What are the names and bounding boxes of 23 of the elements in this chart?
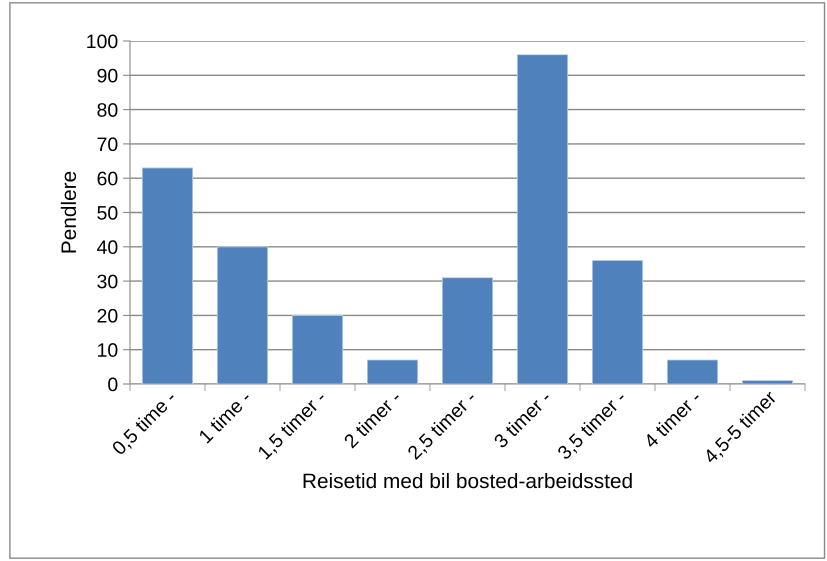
y-tick-label: 90 (97, 68, 118, 83)
y-tick-label: 0 (108, 377, 118, 392)
y-tick-label: 40 (97, 240, 118, 254)
y-tick-label: 70 (98, 137, 118, 152)
bar (366, 360, 418, 384)
y-tick-label: 80 (97, 103, 118, 117)
y-tick-label: 10 (98, 343, 118, 357)
y-tick-label: 20 (98, 308, 118, 323)
bar (516, 54, 568, 384)
y-tick-label: 60 (98, 172, 118, 186)
bar (666, 360, 718, 384)
x-axis-title: Reisetid med bil bosted-arbeidssted (304, 472, 632, 488)
bar (442, 277, 494, 384)
y-tick-label: 50 (97, 206, 118, 220)
bar (742, 380, 794, 384)
bar (216, 246, 268, 384)
bar (292, 314, 344, 384)
bar (592, 260, 644, 384)
bar (142, 167, 194, 384)
y-tick-label: 100 (87, 34, 118, 48)
x-tick-label: 1 time - (198, 389, 252, 444)
y-tick-label: 30 (97, 274, 118, 288)
y-axis-title: Pendlere (60, 172, 76, 252)
